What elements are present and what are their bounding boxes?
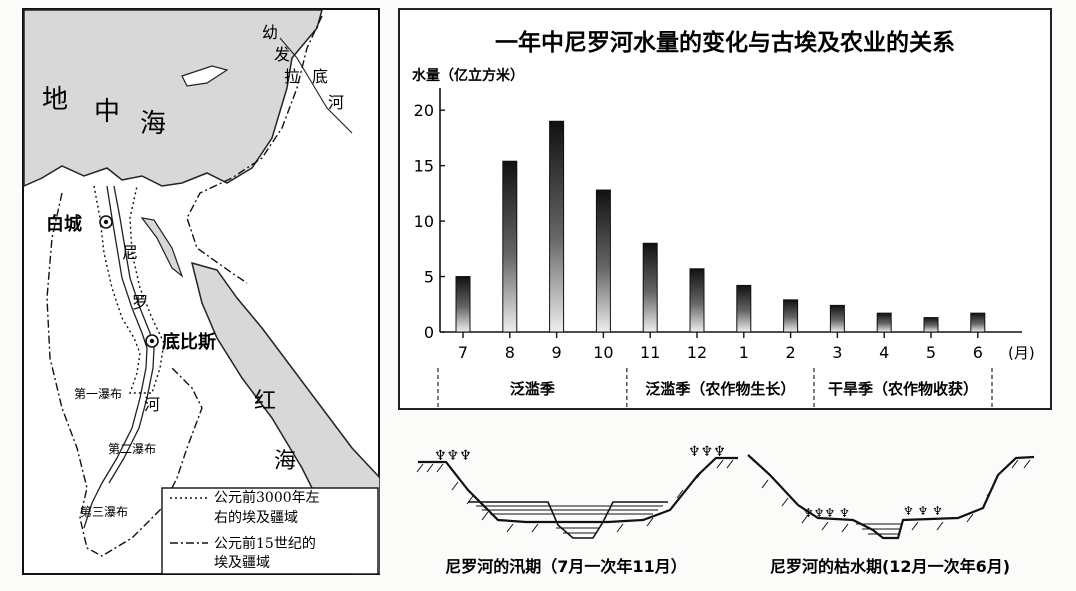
x-tick-label: 1 xyxy=(739,343,749,362)
ancient-egypt-map: 地 中 海 红 海 幼 发 拉 底 河 尼 罗 河 白城 底比斯 第一瀑布 第二… xyxy=(22,8,380,575)
euphrates-label-1: 幼 xyxy=(262,23,278,42)
bar-month-8 xyxy=(502,160,518,333)
season-label-2: 泛滥季（农作物生长） xyxy=(645,380,795,398)
farmer-figures-right: ♆♆♆ xyxy=(688,444,726,460)
red-sea-label-1: 红 xyxy=(254,389,276,414)
farmer-figures-dry-right: ♆ ♆ ♆ xyxy=(903,504,943,518)
season-label-1: 泛滥季 xyxy=(510,380,555,398)
legend-3000bc-line2: 右的埃及疆域 xyxy=(214,510,298,526)
bar-month-1 xyxy=(736,284,752,333)
dry-section-diagram: ♆♆♆ ♆ ♆ ♆ ♆ xyxy=(747,454,1035,540)
river-cross-sections: ♆♆♆ ♆♆♆ ♆♆♆ ♆ ♆ ♆ ♆ 尼罗河的汛期（7月一次年11月） 尼罗河… xyxy=(416,444,1035,576)
y-tick-label: 20 xyxy=(414,101,434,120)
flood-section-diagram: ♆♆♆ ♆♆♆ xyxy=(416,444,738,539)
legend-15th-line1: 公元前15世纪的 xyxy=(214,535,316,552)
bar-month-7 xyxy=(455,276,471,333)
bar-month-9 xyxy=(549,120,565,333)
x-tick-label: 2 xyxy=(786,343,796,362)
bar-month-5 xyxy=(923,317,939,333)
bar-month-11 xyxy=(642,242,658,333)
chart-title: 一年中尼罗河水量的变化与古埃及农业的关系 xyxy=(495,29,955,56)
mediterranean-sea xyxy=(23,9,323,188)
x-axis-label: (月) xyxy=(1008,344,1035,362)
y-tick-label: 5 xyxy=(424,268,434,287)
farmer-figures-left: ♆♆♆ xyxy=(434,448,472,464)
x-tick-label: 10 xyxy=(593,343,613,362)
bar-month-3 xyxy=(829,304,845,333)
legend-3000bc-line1: 公元前3000年左 xyxy=(214,489,320,506)
x-tick-label: 3 xyxy=(832,343,842,362)
bar-month-10 xyxy=(595,189,611,333)
y-tick-label: 15 xyxy=(414,157,434,176)
legend-15th-line2: 埃及疆域 xyxy=(214,555,270,571)
border-3000bc xyxy=(93,185,165,394)
sea-label-1: 地 xyxy=(42,85,68,115)
x-tick-label: 4 xyxy=(879,343,889,362)
city-label-thebes: 底比斯 xyxy=(162,331,216,353)
euphrates-label-5: 河 xyxy=(328,93,344,112)
sea-label-2: 中 xyxy=(94,97,120,127)
x-tick-label: 12 xyxy=(687,343,707,362)
x-tick-label: 6 xyxy=(973,343,983,362)
bar-month-2 xyxy=(783,299,799,333)
nile-label-3: 河 xyxy=(144,395,160,414)
y-tick-label: 0 xyxy=(424,323,434,342)
x-tick-label: 8 xyxy=(505,343,515,362)
bar-month-12 xyxy=(689,268,705,333)
bar-month-4 xyxy=(876,312,892,333)
flood-caption: 尼罗河的汛期（7月一次年11月） xyxy=(445,557,686,576)
red-sea-label-2: 海 xyxy=(274,449,296,474)
cyprus-island xyxy=(181,65,229,87)
sea-label-3: 海 xyxy=(140,109,166,139)
euphrates-label-3: 拉 xyxy=(284,67,300,86)
cataract-label-1: 第一瀑布 xyxy=(74,387,122,401)
y-axis-label: 水量（亿立方米） xyxy=(412,67,524,84)
x-tick-label: 9 xyxy=(552,343,562,362)
euphrates-label-2: 发 xyxy=(274,45,290,64)
y-tick-label: 10 xyxy=(414,212,434,231)
euphrates-label-4: 底 xyxy=(312,67,328,86)
cataract-label-3: 第三瀑布 xyxy=(80,505,128,519)
bar-month-6 xyxy=(970,312,986,333)
border-15th-century-bc xyxy=(46,15,323,557)
x-tick-label: 5 xyxy=(926,343,936,362)
nile-water-chart-panel: 一年中尼罗河水量的变化与古埃及农业的关系 水量（亿立方米） 0 5 10 15 20 7… xyxy=(398,8,1052,410)
map-legend: 公元前3000年左 右的埃及疆域 公元前15世纪的 埃及疆域 xyxy=(161,487,379,575)
season-label-3: 干旱季（农作物收获） xyxy=(828,380,978,398)
city-label-memphis: 白城 xyxy=(46,213,82,235)
x-tick-label: 7 xyxy=(458,343,468,362)
nile-label-2: 罗 xyxy=(132,293,148,312)
nile-label-1: 尼 xyxy=(122,243,138,262)
cataract-label-2: 第二瀑布 xyxy=(108,442,156,456)
nile-river xyxy=(83,185,148,529)
x-tick-label: 11 xyxy=(640,343,660,362)
farmer-figures-dry-left: ♆♆♆ ♆ xyxy=(803,506,850,520)
dry-caption: 尼罗河的枯水期(12月一次年6月) xyxy=(770,557,1010,576)
